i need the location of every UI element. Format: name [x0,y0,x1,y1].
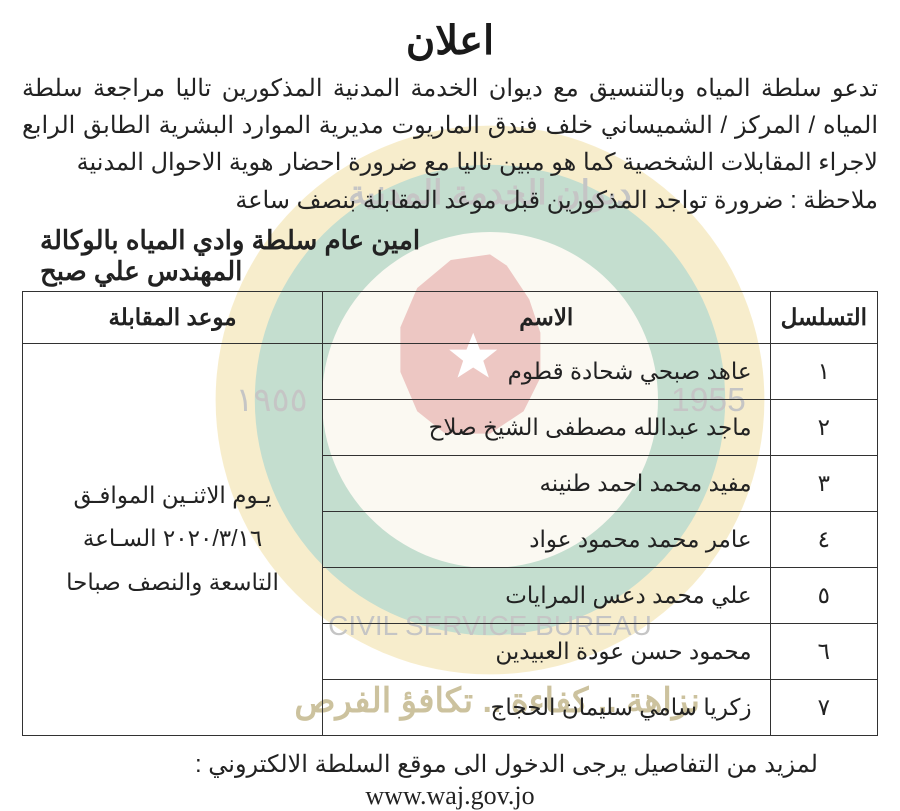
website-url: www.waj.gov.jo [22,781,878,811]
col-seq: التسلسل [770,291,877,343]
col-appt: موعد المقابلة [23,291,323,343]
signature-title: امين عام سلطة وادي المياه بالوكالة [22,225,878,256]
cell-name: علي محمد دعس المرايات [323,567,771,623]
cell-appointment: يـوم الاثنـين الموافـق ٢٠٢٠/٣/١٦ السـاعة… [23,343,323,735]
signature-name: المهندس علي صبح [22,256,878,287]
cell-name: عامر محمد محمود عواد [323,511,771,567]
cell-name: ماجد عبدالله مصطفى الشيخ صلاح [323,399,771,455]
cell-name: مفيد محمد احمد طنينه [323,455,771,511]
cell-seq: ٦ [770,623,877,679]
cell-seq: ٥ [770,567,877,623]
cell-seq: ١ [770,343,877,399]
cell-name: عاهد صبحي شحادة قطوم [323,343,771,399]
cell-seq: ٤ [770,511,877,567]
cell-seq: ٢ [770,399,877,455]
cell-seq: ٧ [770,679,877,735]
cell-name: زكريا سامي سليمان الحجاج [323,679,771,735]
col-name: الاسم [323,291,771,343]
interview-table: التسلسل الاسم موعد المقابلة ١عاهد صبحي ش… [22,291,878,736]
announcement-title: اعلان [22,18,878,64]
table-row: ١عاهد صبحي شحادة قطوميـوم الاثنـين الموا… [23,343,878,399]
cell-seq: ٣ [770,455,877,511]
note-line: ملاحظة : ضرورة تواجد المذكورين قبل موعد … [22,182,878,219]
intro-paragraph: تدعو سلطة المياه وبالتنسيق مع ديوان الخد… [22,70,878,182]
footer-text: لمزيد من التفاصيل يرجى الدخول الى موقع ا… [22,750,878,779]
cell-name: محمود حسن عودة العبيدين [323,623,771,679]
